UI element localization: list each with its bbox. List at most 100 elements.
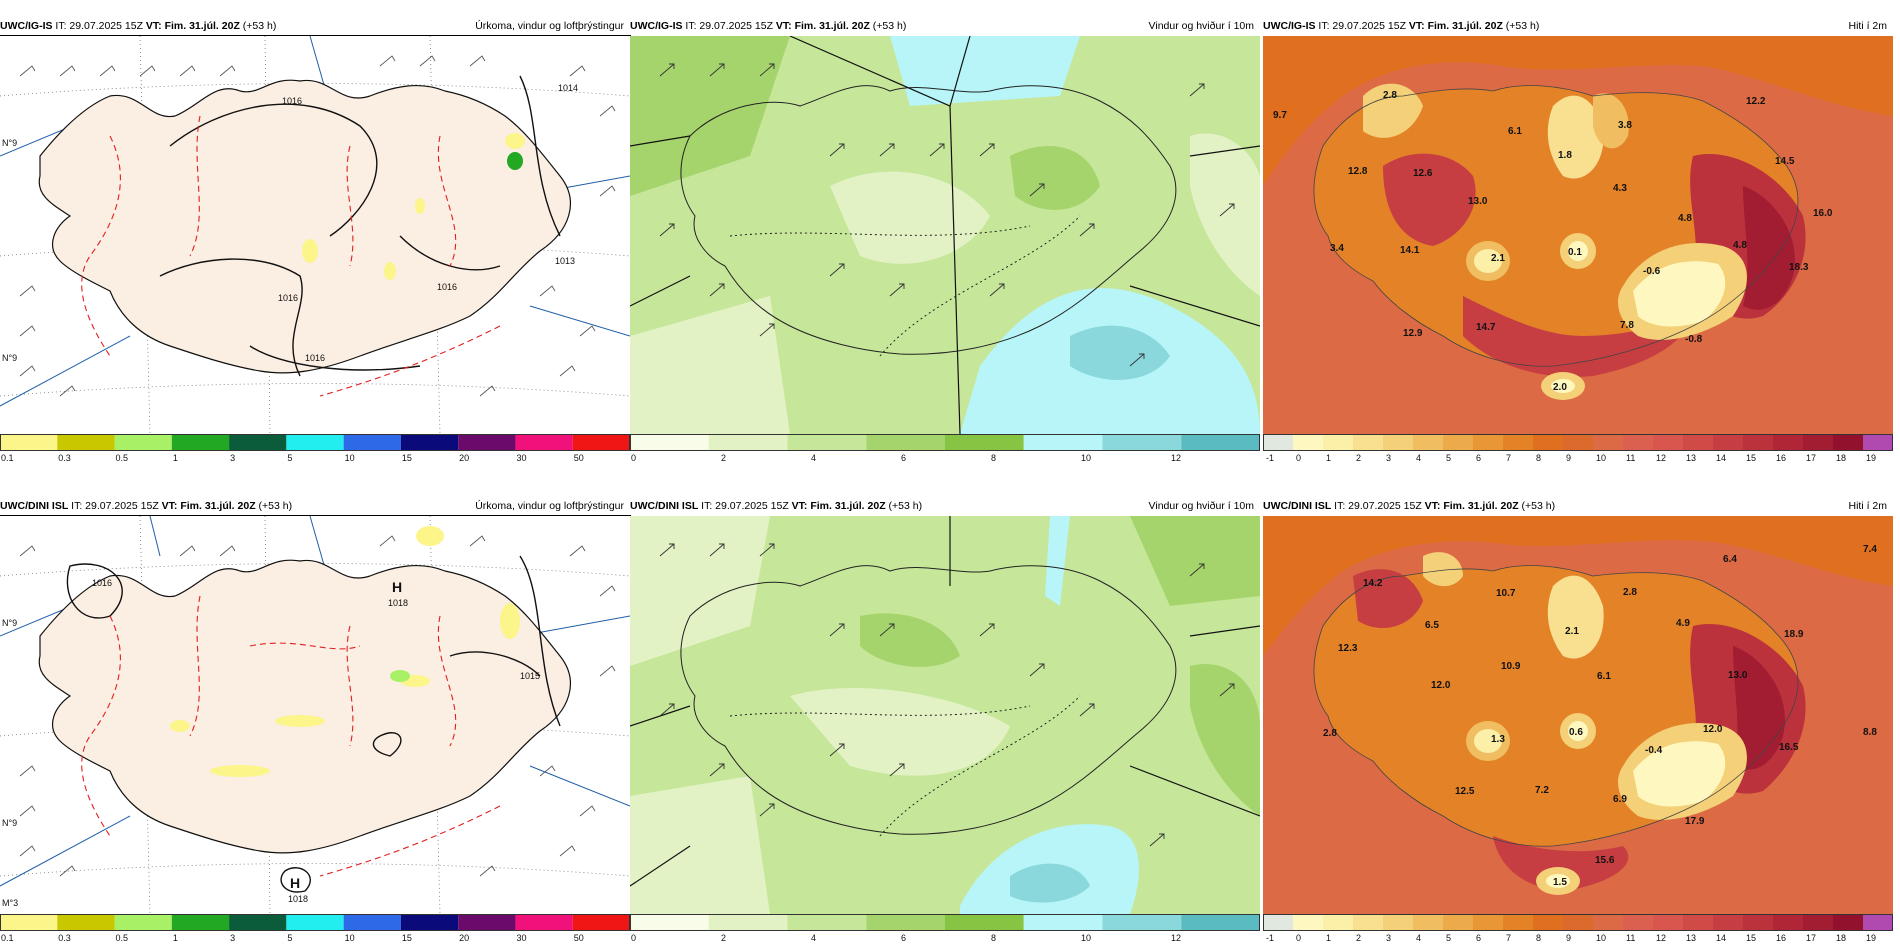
legend-tick-label: 4 [1416,453,1421,463]
legend-tick-label: 11 [1626,933,1635,943]
legend-swatch [458,434,516,450]
legend-tick-label: 8 [1536,453,1541,463]
legend-swatch [1263,914,1293,930]
legend-tick-label: 30 [516,453,526,463]
temp-colorbar: -1 0 1 2 3 4 5 6 7 8 9 10 11 12 13 14 15 16 17 18 19 [1263,434,1893,468]
temp-label: 8.8 [1863,727,1877,738]
legend-swatch [1743,434,1773,450]
legend-swatch [1293,434,1323,450]
legend-swatch [515,914,573,930]
legend-swatch [1102,914,1182,930]
precip-map[interactable]: 1016 1016 1016 1016 1014 1013 N°9 N°9 [0,35,631,435]
legend-tick-label: 1 [1326,933,1331,943]
legend-tick-label: 0.5 [116,933,129,943]
temp-label: 12.0 [1431,680,1451,691]
temp-label: 6.9 [1613,794,1627,805]
model-name: UWC/IG-IS [0,20,53,32]
legend-swatch [866,434,945,450]
legend-tick-label: 18 [1836,453,1846,463]
model-name: UWC/DINI ISL [630,500,699,512]
legend-swatch [400,914,459,930]
legend-tick-label: 15 [1746,453,1756,463]
temp-label: 16.5 [1779,742,1799,753]
init-time: IT: 29.07.2025 15Z [1334,500,1422,512]
isobar-label: 1016 [305,353,325,363]
temp-label: 0.1 [1568,247,1582,258]
legend-tick-label: 0.3 [58,453,71,463]
legend-swatch [286,434,344,450]
legend-tick-label: 14 [1716,453,1726,463]
wind-colorbar-svg: 0 2 4 6 8 10 12 [630,434,1260,463]
lead-time: (+53 h) [258,500,293,512]
legend-tick-label: 20 [459,453,469,463]
legend-swatch [1683,914,1713,930]
legend-swatch [1443,434,1473,450]
temp-colorbar-svg: -1 0 1 2 3 4 5 6 7 8 9 10 11 12 13 14 15 16 17 18 19 [1263,434,1893,463]
temp-map[interactable]: 6.4 7.4 14.2 10.7 2.8 6.5 2.1 4.9 12.3 1… [1263,516,1893,914]
legend-swatch [114,914,172,930]
legend-tick-label: 16 [1776,933,1786,943]
legend-swatch [0,434,58,450]
temp-label: 1.8 [1558,150,1572,161]
temp-label: 2.1 [1565,626,1579,637]
panel-header: UWC/DINI ISL IT: 29.07.2025 15Z VT: Fim.… [630,496,1260,516]
legend-swatch [0,914,58,930]
legend-swatch [57,434,115,450]
legend-tick-label: 2 [721,453,726,463]
isobar-label: 1018 [388,598,408,608]
panel-title: Vindur og hviður í 10m [1148,20,1254,32]
temp-label: 2.8 [1383,90,1397,101]
precip-map[interactable]: 1016 H 1018 1015 H 1018 N°9 N°9 M°3 [0,515,631,915]
legend-swatch [1353,914,1383,930]
temp-label: 18.9 [1784,629,1804,640]
legend-tick-label: 0 [1296,933,1301,943]
legend-swatch [572,434,630,450]
legend-swatch [1773,434,1803,450]
panel-header: UWC/IG-IS IT: 29.07.2025 15Z VT: Fim. 31… [0,16,630,36]
legend-frame [1263,914,1893,931]
legend-swatch [458,914,516,930]
temp-label: 4.9 [1676,618,1690,629]
legend-swatch [400,434,459,450]
temp-label: 7.4 [1863,544,1877,555]
legend-tick-label: 3 [1386,933,1391,943]
isobar-label: 1016 [92,578,112,588]
wind-map[interactable] [630,516,1260,914]
temp-label: 7.8 [1620,320,1634,331]
temp-label: 0.6 [1569,727,1583,738]
temp-label: 17.9 [1685,816,1705,827]
temp-label: 2.8 [1323,728,1337,739]
legend-tick-label: 12 [1656,453,1666,463]
temp-label: 14.2 [1363,578,1383,589]
legend-swatch [1863,434,1893,450]
legend-tick-label: 6 [1476,453,1481,463]
legend-swatch [1863,914,1893,930]
temp-label: 13.0 [1468,196,1488,207]
legend-tick-label: 5 [287,933,292,943]
legend-swatch [1713,434,1743,450]
isobar-label: 1018 [288,894,308,904]
legend-swatch [1563,914,1593,930]
legend-swatch [1713,914,1743,930]
legend-frame [1263,434,1893,451]
wind-map-svg [630,516,1260,914]
wind-colorbar-svg: 0 2 4 6 8 10 12 [630,914,1260,943]
temp-label: 16.0 [1813,208,1833,219]
legend-swatch [1503,434,1533,450]
legend-tick-label: 10 [1596,933,1606,943]
temp-label: 2.8 [1623,587,1637,598]
margin-label: N°9 [2,818,17,828]
legend-swatch [1102,434,1182,450]
wind-map[interactable] [630,36,1260,434]
high-pressure-marker: H [290,875,300,891]
legend-tick-label: 0 [631,933,636,943]
temp-map[interactable]: 9.7 2.8 6.1 1.8 3.8 12.2 12.8 12.6 13.0 … [1263,36,1893,434]
temp-label: 4.8 [1678,213,1692,224]
legend-tick-label: 15 [402,933,412,943]
legend-swatch [1533,434,1563,450]
temp-label: 2.0 [1553,382,1567,393]
legend-swatch [1473,914,1503,930]
legend-tick-label: 17 [1806,933,1816,943]
legend-tick-label: 13 [1686,933,1696,943]
temp-label: -0.6 [1643,266,1661,277]
